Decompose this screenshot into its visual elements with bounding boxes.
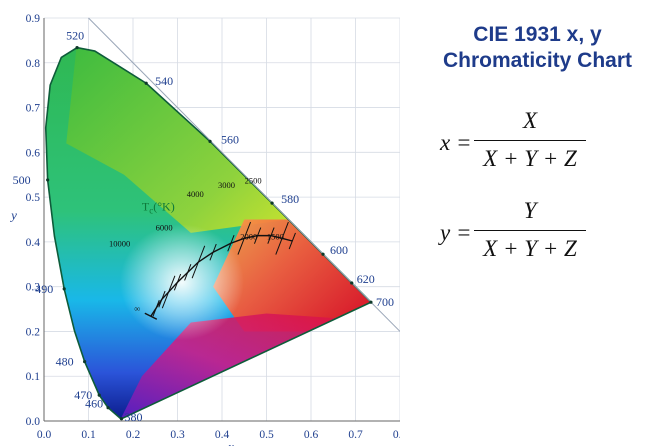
formula-y-denominator: X + Y + Z <box>483 236 577 261</box>
wavelength-label: 460 <box>85 397 103 411</box>
wavelength-marker <box>270 201 274 205</box>
wavelength-marker <box>144 81 148 85</box>
wavelength-label: 480 <box>56 355 74 369</box>
wavelength-label: 470 <box>74 388 92 402</box>
y-tick-label: 0.5 <box>26 192 41 204</box>
color-temperature-label: Tc(°K) <box>142 200 175 216</box>
isotherm-tick <box>267 227 275 244</box>
planckian-locus: 10000 6000 4000 3000 2500 2000 1500 ∞ Tc(°K) <box>109 176 296 320</box>
x-tick-label: 0.4 <box>215 429 230 441</box>
y-tick-label: 0.6 <box>26 147 41 159</box>
wavelength-marker <box>83 359 87 364</box>
x-tick-label: 0.2 <box>126 429 141 441</box>
isotherm-tick <box>227 234 235 252</box>
formula-x-numerator: X <box>522 108 538 133</box>
x-tick-label: 0.3 <box>170 429 185 441</box>
temperature-label: 2000 <box>240 232 257 242</box>
wavelength-label: 620 <box>357 272 375 286</box>
wavelength-marker <box>321 252 325 256</box>
formula-y: y = Y X + Y + Z <box>440 198 650 268</box>
isotherm-tick <box>253 227 262 244</box>
temperature-label: 10000 <box>109 238 130 248</box>
wavelength-marker <box>46 178 50 182</box>
infinity-end-bar <box>144 312 158 320</box>
isotherm-tick <box>173 273 182 291</box>
wavelength-marker <box>369 300 373 304</box>
y-tick-label: 0.2 <box>26 326 41 338</box>
formula-x-denominator: X + Y + Z <box>483 146 577 171</box>
chart-title-line-2: Chromaticity Chart <box>442 49 633 72</box>
temperature-label: 2500 <box>245 176 262 186</box>
isotherm-tick <box>184 264 192 281</box>
wavelength-label: 500 <box>13 173 31 187</box>
x-tick-label: 0.6 <box>304 429 319 441</box>
wavelength-marker <box>350 281 354 285</box>
formula-y-lhs: y = <box>440 220 472 245</box>
wavelength-label: 600 <box>330 243 348 257</box>
isotherm-tick <box>275 221 289 255</box>
temperature-label: 1500 <box>267 232 284 242</box>
wavelength-marker <box>208 139 212 143</box>
isotherm-tick <box>209 243 217 261</box>
chart-title-line-1: CIE 1931 x, y <box>473 23 602 46</box>
isotherm-tick <box>152 299 160 317</box>
y-tick-label: 0.1 <box>26 371 41 383</box>
isotherm-tick <box>158 290 166 308</box>
wavelength-marker <box>119 417 124 421</box>
wavelength-marker <box>106 406 110 410</box>
wavelength-label: 580 <box>281 192 299 206</box>
isotherm-tick <box>161 275 176 309</box>
formula-x: x = X X + Y + Z <box>440 108 650 178</box>
planckian-curve <box>150 234 293 317</box>
temperature-label: ∞ <box>134 303 140 313</box>
formula-x-lhs: x = <box>440 130 472 155</box>
temperature-label: 4000 <box>187 189 204 199</box>
x-axis-label: x <box>227 439 234 446</box>
y-tick-label: 0.9 <box>26 13 41 25</box>
y-tick-label: 0.0 <box>26 416 41 428</box>
wavelength-marker <box>75 46 79 50</box>
x-tick-label: 0.7 <box>348 429 363 441</box>
y-tick-label: 0.3 <box>26 282 41 294</box>
isotherm-tick <box>237 221 252 255</box>
wavelength-label: 700 <box>376 295 394 309</box>
y-tick-label: 0.4 <box>26 237 41 249</box>
x-tick-label: 0.0 <box>37 429 52 441</box>
isotherm-tick <box>288 232 296 250</box>
chromaticity-chart: 0.0 0.1 0.2 0.3 0.4 0.5 0.6 0.7 0.8 0.0 0.1 0.2 0.3 0… <box>9 13 400 446</box>
temperature-label: 6000 <box>156 223 173 233</box>
wavelength-marker <box>62 287 66 291</box>
x-tick-label: 0.8 <box>393 429 400 441</box>
wavelength-label: 520 <box>66 29 84 43</box>
formula-y-fraction-bar <box>474 230 586 231</box>
y-tick-label: 0.8 <box>26 58 41 70</box>
axes: 0.0 0.1 0.2 0.3 0.4 0.5 0.6 0.7 0.8 0.0 0.1 0.2 0.3 0… <box>9 13 400 446</box>
y-tick-label: 0.7 <box>26 103 41 115</box>
x-plus-y-diagonal <box>88 17 400 332</box>
y-axis-label: y <box>9 208 17 223</box>
x-tick-label: 0.5 <box>259 429 274 441</box>
wavelength-label: 560 <box>221 132 239 146</box>
isotherm-tick <box>191 245 206 279</box>
temperature-label: 3000 <box>218 180 235 190</box>
wavelength-label: 540 <box>155 74 173 88</box>
x-tick-label: 0.1 <box>81 429 96 441</box>
wavelength-marker <box>97 393 101 397</box>
wavelength-label: 380 <box>124 410 142 424</box>
formula-y-numerator: Y <box>523 198 537 223</box>
wavelength-label: 490 <box>35 282 53 296</box>
formula-x-fraction-bar <box>474 140 586 141</box>
